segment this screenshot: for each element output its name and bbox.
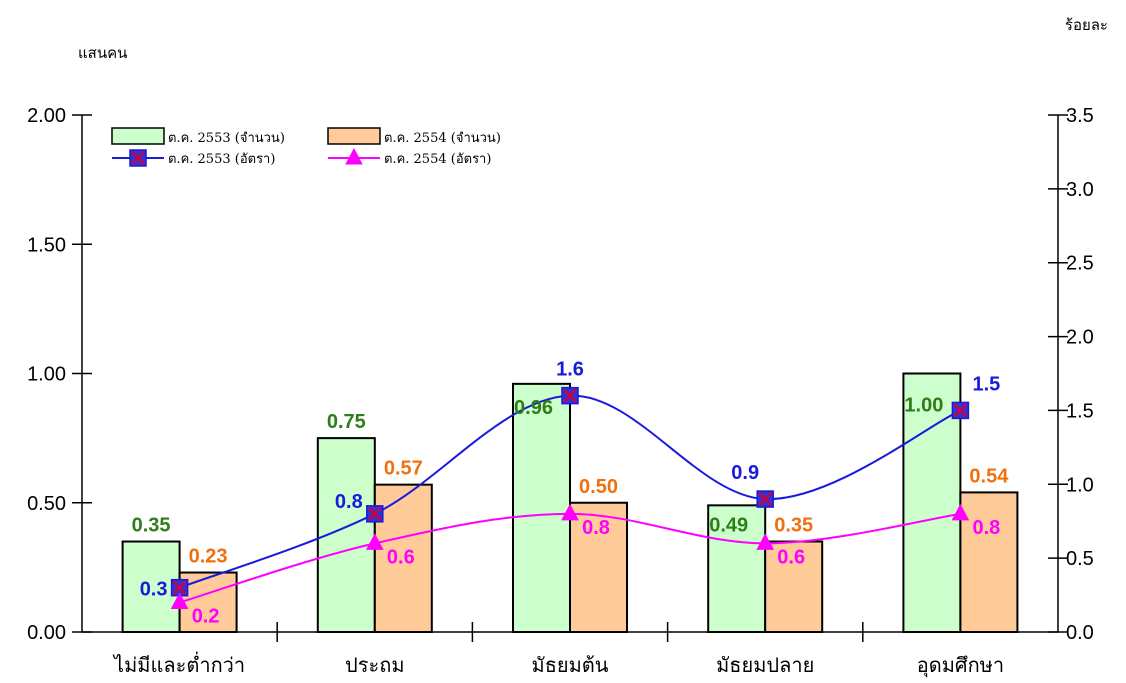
- right-axis-unit-label: ร้อยละ: [1065, 16, 1108, 34]
- line-series1-marker-3-x: [563, 388, 577, 403]
- legend-swatch-bar1: [111, 127, 165, 145]
- line-series2-marker-2: [365, 533, 384, 550]
- legend: ต.ค. 2553 (จำนวน) ต.ค. 2554 (จำนวน) ต.ค. 2…: [111, 127, 501, 167]
- bar-series1-label-4: 0.49: [709, 514, 748, 536]
- line-series2-label-5: 0.8: [972, 517, 1000, 539]
- line-series1-label-4: 0.9: [731, 462, 759, 484]
- right-tick-label: 3.5: [1066, 105, 1094, 127]
- line-series1-label-1: 0.3: [140, 579, 168, 601]
- legend-label-line1: ต.ค. 2553 (อัตรา): [168, 152, 275, 167]
- line-series1-label-3: 1.6: [556, 359, 584, 381]
- legend-label-line2: ต.ค. 2554 (อัตรา): [384, 152, 491, 167]
- category-label: ไม่มีและต่ำกว่า: [112, 651, 245, 677]
- category-label: มัธยมต้น: [532, 653, 609, 677]
- category-label: ประถม: [345, 653, 404, 677]
- line-series2-label-1: 0.2: [192, 605, 220, 627]
- bar-series2-label-3: 0.50: [579, 476, 618, 498]
- right-tick-label: 0.5: [1066, 548, 1094, 570]
- line-series2-marker-3: [561, 503, 579, 521]
- legend-label-bar2: ต.ค. 2554 (จำนวน): [384, 131, 501, 146]
- bar-series2-label-4: 0.35: [774, 515, 813, 537]
- right-tick-label: 3.0: [1066, 179, 1094, 201]
- category-label: อุดมศึกษา: [917, 653, 1004, 678]
- legend-label-bar1: ต.ค. 2553 (จำนวน): [168, 131, 285, 146]
- left-tick-label: 2.00: [27, 105, 66, 127]
- line-series2-marker-4: [756, 533, 775, 550]
- bar-series2-label-1: 0.23: [189, 546, 228, 568]
- data-labels-layer: 0.35 0.75 0.96 0.49 1.00 0.23 0.57 0.50 0.35 0.54…: [132, 359, 1010, 628]
- line-series1-label-2: 0.8: [335, 491, 363, 513]
- bars-layer: [121, 372, 1019, 634]
- axes-layer: 0.00 0.50 1.00 1.50 2.00 0.0 0.5 1.0 1.5 2.0 2.5 3.…: [27, 105, 1094, 678]
- legend-marker-line2: [345, 147, 363, 165]
- left-tick-label: 0.00: [27, 622, 66, 644]
- line-series1-marker-2-x: [367, 506, 382, 521]
- right-tick-label: 2.5: [1066, 253, 1094, 275]
- line-series1-marker-4-x: [758, 492, 773, 506]
- right-tick-label: 0.0: [1066, 622, 1094, 644]
- line-series2-marker-1: [170, 592, 189, 609]
- line-series1-label-5: 1.5: [972, 373, 1000, 395]
- left-tick-label: 1.00: [27, 364, 66, 386]
- right-tick-label: 1.5: [1066, 400, 1094, 422]
- bar-series2-5: [959, 491, 1019, 633]
- left-axis-unit-label: แสนคน: [78, 44, 127, 62]
- right-tick-label: 1.0: [1066, 474, 1094, 496]
- category-label: มัธยมปลาย: [716, 653, 814, 677]
- left-tick-label: 1.50: [27, 234, 66, 256]
- line-series2-label-2: 0.6: [387, 546, 415, 568]
- right-tick-label: 2.0: [1066, 327, 1094, 349]
- bar-series1-1: [121, 540, 181, 634]
- line-series1-marker-5-x: [953, 403, 968, 418]
- left-tick-label: 0.50: [27, 493, 66, 515]
- legend-marker-line1-x: [131, 151, 145, 165]
- bar-series2-label-2: 0.57: [384, 458, 423, 480]
- line-series1-marker-1-x: [172, 580, 187, 595]
- bar-series2-4: [764, 540, 824, 634]
- bar-series1-label-5: 1.00: [904, 395, 943, 417]
- line-series2-label-4: 0.6: [777, 546, 805, 568]
- bar-series1-label-3: 0.96: [514, 397, 553, 419]
- bar-series2-label-5: 0.54: [969, 465, 1009, 487]
- lines-layer: [170, 386, 970, 609]
- line-series2-label-3: 0.8: [582, 517, 610, 539]
- bar-series1-label-2: 0.75: [327, 411, 366, 433]
- bar-series1-label-1: 0.35: [132, 515, 171, 537]
- bar-series1-3: [512, 382, 571, 633]
- legend-swatch-bar2: [327, 127, 381, 145]
- line-series2-marker-5: [951, 503, 970, 521]
